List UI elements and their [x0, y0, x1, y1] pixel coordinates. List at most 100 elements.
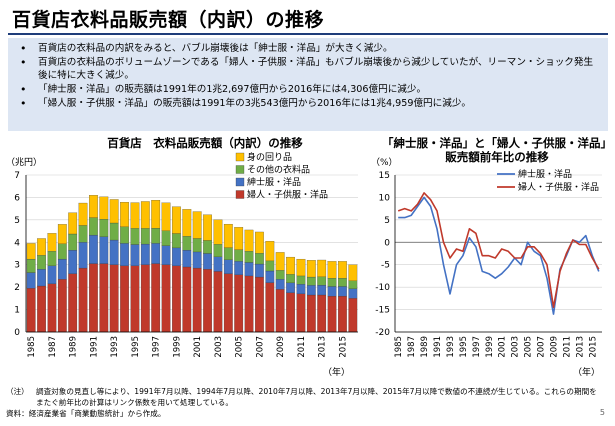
bar-chart-title: 百貨店 衣料品販売額（内訳）の推移	[107, 136, 303, 150]
bar-segment	[161, 245, 171, 265]
x-tick-label: 1987	[48, 336, 58, 358]
bar-segment	[213, 219, 223, 245]
bar-segment	[223, 223, 233, 248]
x-tick-label: 1991	[89, 336, 99, 358]
x-tick-label: 2013	[575, 336, 585, 358]
y-tick-label: 10	[379, 193, 391, 203]
bar-segment	[161, 264, 171, 333]
bar-segment	[109, 222, 119, 241]
x-tick-label: 2015	[338, 336, 348, 358]
bar-segment	[57, 279, 67, 333]
bar-segment	[327, 286, 337, 297]
bar-segment	[130, 265, 140, 333]
bar-segment	[161, 202, 171, 231]
bar-segment	[203, 214, 212, 241]
bar-segment	[120, 226, 129, 244]
bar-segment	[68, 250, 78, 274]
x-tick-label: 2015	[588, 336, 598, 358]
legend-label: 婦人・子供服・洋品	[518, 181, 599, 193]
y-axis-unit: （%）	[371, 157, 398, 168]
bar-segment	[109, 199, 119, 224]
bar-segment	[306, 285, 316, 296]
bar-segment	[151, 243, 161, 264]
bar-segment	[286, 256, 295, 275]
bar-segment	[234, 249, 244, 262]
bar-segment	[109, 264, 119, 333]
x-tick-label: 1999	[172, 336, 182, 358]
bar-segment	[286, 292, 295, 333]
bar-segment	[78, 267, 88, 333]
x-axis-unit: （年）	[573, 366, 600, 378]
bar-segment	[26, 272, 36, 289]
bar-segment	[151, 263, 161, 333]
bar-segment	[213, 256, 223, 272]
x-tick-label: 1993	[110, 336, 120, 358]
bar-segment	[255, 231, 264, 254]
bar-segment	[306, 294, 316, 333]
y-tick-label: 0	[384, 238, 390, 248]
bullet-item: 「婦人服・子供服・洋品」の販売額は1991年の3兆543億円から2016年には1…	[16, 98, 602, 111]
series-line	[398, 196, 600, 315]
y-tick-label: 6	[14, 193, 20, 203]
bar-segment	[151, 199, 161, 229]
bar-segment	[26, 243, 36, 260]
x-tick-label: 1985	[27, 336, 37, 358]
bar-segment	[161, 230, 171, 246]
bar-segment	[317, 276, 327, 286]
bar-segment	[26, 258, 36, 273]
bar-segment	[99, 263, 109, 333]
y-tick-label: -5	[381, 261, 390, 271]
bar-segment	[89, 263, 98, 333]
bar-segment	[37, 269, 46, 287]
bullet-box: 百貨店の衣料品の内訳をみると、バブル崩壊後は「紳士服・洋品」が大きく減少。 百貨…	[8, 38, 608, 131]
bar-segment	[234, 227, 244, 250]
bar-segment	[348, 288, 358, 299]
bar-segment	[223, 247, 233, 260]
y-tick-label: 4	[14, 238, 20, 248]
bar-segment	[255, 263, 264, 278]
footnote-label: （注）	[6, 387, 29, 396]
y-tick-label: -15	[375, 306, 390, 316]
bar-segment	[275, 270, 285, 280]
bar-segment	[140, 243, 150, 265]
x-tick-label: 2011	[297, 336, 307, 358]
bar-segment	[172, 233, 181, 249]
bar-segment	[182, 250, 192, 268]
x-tick-label: 1997	[152, 336, 162, 358]
bar-segment	[37, 255, 46, 270]
y-tick-label: 1	[14, 306, 20, 316]
bar-segment	[317, 284, 327, 296]
bar-segment	[265, 270, 275, 283]
x-tick-label: 2007	[537, 336, 547, 358]
bar-segment	[296, 275, 306, 285]
bar-segment	[57, 258, 67, 280]
bar-segment	[182, 209, 192, 237]
x-tick-label: 1991	[433, 336, 443, 358]
bar-segment	[234, 274, 244, 333]
x-tick-label: 1995	[131, 336, 141, 358]
bar-segment	[275, 279, 285, 290]
bar-segment	[172, 206, 181, 234]
bar-segment	[317, 294, 327, 333]
bar-segment	[275, 289, 285, 333]
bar-segment	[120, 243, 129, 266]
x-tick-label: 2013	[318, 336, 328, 358]
bar-segment	[203, 269, 212, 333]
bar-segment	[47, 283, 57, 333]
bar-segment	[37, 285, 46, 333]
x-tick-label: 1993	[446, 336, 456, 358]
bar-segment	[182, 266, 192, 333]
bullet-item: 百貨店の衣料品のボリュームゾーンである「婦人・子供服・洋品」もバブル崩壊後から減…	[16, 57, 602, 82]
footnote-text: 調査対象の見直し等により、1991年7月以降、1994年7月以降、2010年7月…	[36, 387, 597, 407]
legend-swatch	[235, 177, 245, 187]
bar-segment	[109, 239, 119, 265]
bar-segment	[130, 202, 140, 229]
bar-segment	[99, 236, 109, 264]
bar-segment	[223, 273, 233, 333]
bar-segment	[244, 229, 254, 252]
x-tick-label: 2003	[511, 336, 521, 358]
bar-segment	[203, 240, 212, 254]
bar-segment	[223, 259, 233, 274]
bar-segment	[120, 202, 129, 227]
bar-segment	[338, 295, 347, 333]
